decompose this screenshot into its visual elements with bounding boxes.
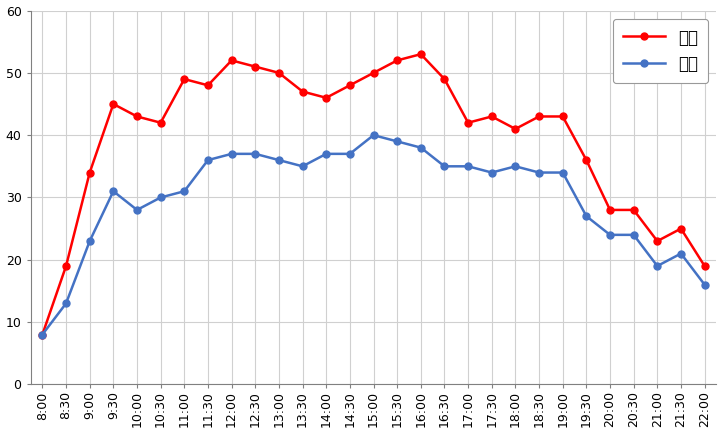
平日: [322, 151, 331, 156]
休日: [558, 114, 567, 119]
休日: [606, 207, 614, 213]
平日: [393, 139, 401, 144]
平日: [346, 151, 355, 156]
休日: [440, 77, 449, 82]
休日: [487, 114, 496, 119]
休日: [109, 101, 118, 107]
休日: [204, 83, 212, 88]
平日: [274, 158, 283, 163]
休日: [38, 332, 47, 337]
休日: [227, 58, 236, 63]
休日: [393, 58, 401, 63]
休日: [630, 207, 638, 213]
休日: [180, 77, 188, 82]
休日: [251, 64, 260, 69]
休日: [653, 239, 661, 244]
平日: [558, 170, 567, 175]
休日: [322, 95, 331, 100]
平日: [109, 189, 118, 194]
休日: [274, 70, 283, 75]
平日: [464, 164, 472, 169]
平日: [251, 151, 260, 156]
休日: [369, 70, 378, 75]
平日: [535, 170, 544, 175]
平日: [487, 170, 496, 175]
休日: [582, 158, 591, 163]
休日: [85, 170, 94, 175]
平日: [38, 332, 47, 337]
平日: [511, 164, 520, 169]
Legend: 休日, 平日: 休日, 平日: [613, 19, 708, 83]
休日: [346, 83, 355, 88]
平日: [677, 251, 685, 256]
平日: [180, 189, 188, 194]
Line: 平日: 平日: [39, 132, 708, 338]
平日: [369, 132, 378, 138]
Line: 休日: 休日: [39, 51, 708, 338]
平日: [700, 282, 709, 287]
休日: [464, 120, 472, 125]
平日: [227, 151, 236, 156]
平日: [133, 207, 142, 213]
平日: [298, 164, 307, 169]
休日: [700, 263, 709, 268]
休日: [535, 114, 544, 119]
平日: [157, 195, 165, 200]
休日: [511, 126, 520, 132]
平日: [417, 145, 425, 150]
休日: [61, 263, 70, 268]
休日: [133, 114, 142, 119]
平日: [606, 232, 614, 237]
平日: [440, 164, 449, 169]
平日: [204, 158, 212, 163]
平日: [653, 263, 661, 268]
休日: [417, 52, 425, 57]
平日: [85, 239, 94, 244]
休日: [677, 226, 685, 231]
平日: [630, 232, 638, 237]
平日: [582, 213, 591, 219]
休日: [298, 89, 307, 94]
平日: [61, 301, 70, 306]
休日: [157, 120, 165, 125]
